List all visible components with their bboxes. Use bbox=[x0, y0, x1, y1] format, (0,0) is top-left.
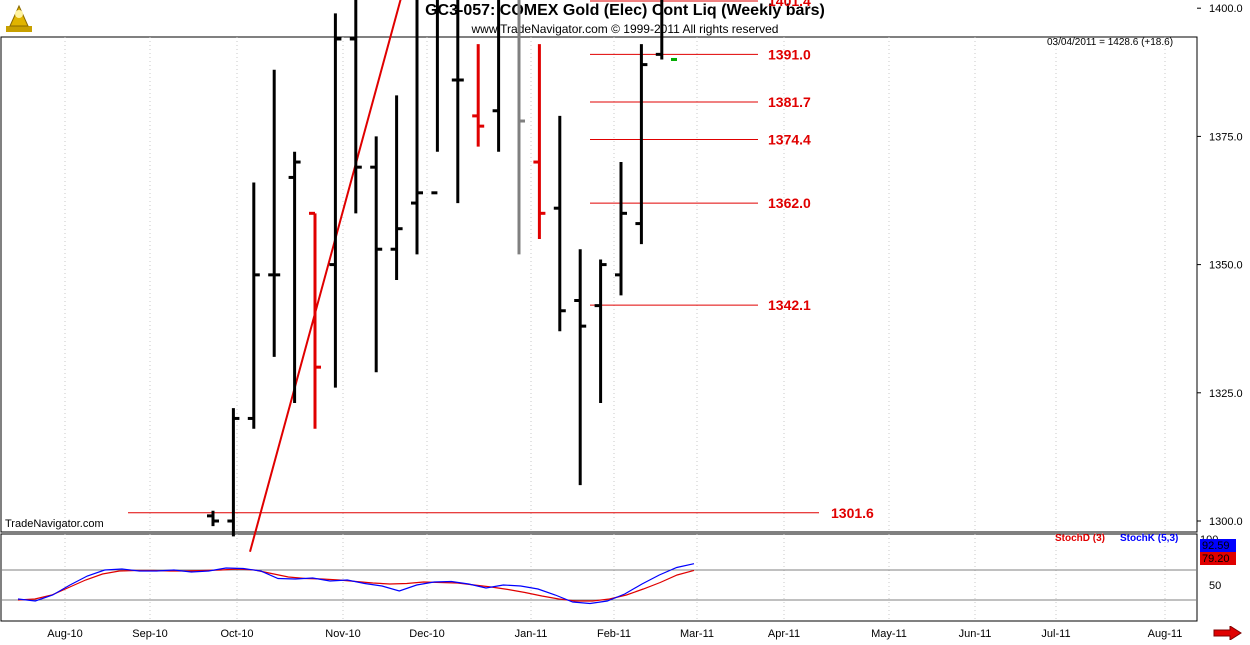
x-tick-label: Aug-10 bbox=[47, 628, 82, 640]
ohlc-bar bbox=[309, 211, 321, 429]
support-label: 1362.0 bbox=[768, 195, 811, 211]
price-panel bbox=[0, 36, 1198, 533]
x-tick-label: Apr-11 bbox=[768, 628, 800, 640]
ohlc-bar bbox=[227, 408, 240, 537]
y-tick-label: 1350.0 bbox=[1209, 260, 1243, 272]
x-tick-label: Aug-11 bbox=[1148, 628, 1183, 640]
ohlc-bar bbox=[553, 115, 566, 332]
stochk-line bbox=[17, 563, 695, 605]
x-tick-label: Dec-10 bbox=[409, 628, 444, 640]
ohlc-bar bbox=[451, 0, 464, 204]
ohlc-bar bbox=[349, 0, 362, 214]
ohlc-bar bbox=[533, 44, 546, 239]
ohlc-bar bbox=[594, 259, 607, 404]
x-tick-label: Feb-11 bbox=[597, 628, 631, 640]
legend-stochk: StochK (5,3) bbox=[1120, 533, 1179, 544]
stochk-value-label: 92.59 bbox=[1202, 540, 1230, 552]
ohlc-bar bbox=[574, 249, 587, 486]
support-label: 1301.6 bbox=[831, 505, 874, 521]
y-tick-label: 1400.0 bbox=[1209, 3, 1243, 15]
stochd-value-label: 79.20 bbox=[1202, 553, 1230, 565]
stoch-panel bbox=[0, 533, 1198, 622]
y-tick-label: 1300.0 bbox=[1209, 516, 1243, 528]
stochd-line bbox=[17, 568, 695, 602]
x-tick-label: Oct-10 bbox=[220, 628, 253, 640]
x-tick-label: Jul-11 bbox=[1041, 628, 1070, 640]
ohlc-bar bbox=[431, 0, 439, 195]
ohlc-bar bbox=[635, 44, 648, 245]
stochk-value-box bbox=[1200, 539, 1236, 552]
support-label: 1401.4 bbox=[768, 0, 811, 9]
watermark: TradeNavigator.com bbox=[5, 518, 104, 530]
x-tick-label: Jan-11 bbox=[515, 628, 548, 640]
stoch-y-tick-label: 50 bbox=[1209, 580, 1221, 592]
ohlc-bar bbox=[390, 95, 403, 280]
x-tick-label: Jun-11 bbox=[959, 628, 992, 640]
ohlc-bar bbox=[472, 44, 485, 147]
trade-navigator-logo bbox=[2, 2, 36, 34]
last-quote: 03/04/2011 = 1428.6 (+18.6) bbox=[1047, 37, 1174, 48]
support-label: 1342.1 bbox=[768, 297, 811, 313]
chart-subtitle: www.TradeNavigator.com © 1999-2011 All r… bbox=[471, 22, 779, 36]
ohlc-bar bbox=[329, 13, 342, 388]
ohlc-bar bbox=[370, 136, 383, 373]
ohlc-bar bbox=[492, 0, 501, 152]
ohlc-bar bbox=[655, 0, 664, 60]
trendline bbox=[249, 0, 402, 553]
y-tick-label: 1325.0 bbox=[1209, 388, 1243, 400]
ohlc-bar bbox=[207, 510, 219, 527]
x-tick-label: May-11 bbox=[871, 628, 907, 640]
scroll-right-arrow-icon[interactable] bbox=[1212, 625, 1242, 641]
ohlc-bar bbox=[288, 151, 301, 404]
x-tick-label: Sep-10 bbox=[132, 628, 167, 640]
x-tick-label: Nov-10 bbox=[325, 628, 360, 640]
ohlc-bar bbox=[615, 162, 627, 296]
support-label: 1381.7 bbox=[768, 94, 811, 110]
ohlc-bar bbox=[247, 182, 260, 429]
stochd-value-box bbox=[1200, 552, 1236, 565]
ohlc-bar bbox=[517, 0, 525, 255]
support-label: 1391.0 bbox=[768, 46, 811, 62]
x-tick-label: Mar-11 bbox=[680, 628, 714, 640]
legend-stochd: StochD (3) bbox=[1055, 533, 1105, 544]
chart-title: GC3-057: COMEX Gold (Elec) Cont Liq (Wee… bbox=[425, 2, 825, 19]
support-label: 1374.4 bbox=[768, 131, 811, 147]
ohlc-bar bbox=[411, 0, 423, 255]
y-tick-label: 1375.0 bbox=[1209, 131, 1243, 143]
ohlc-bar bbox=[268, 69, 281, 357]
